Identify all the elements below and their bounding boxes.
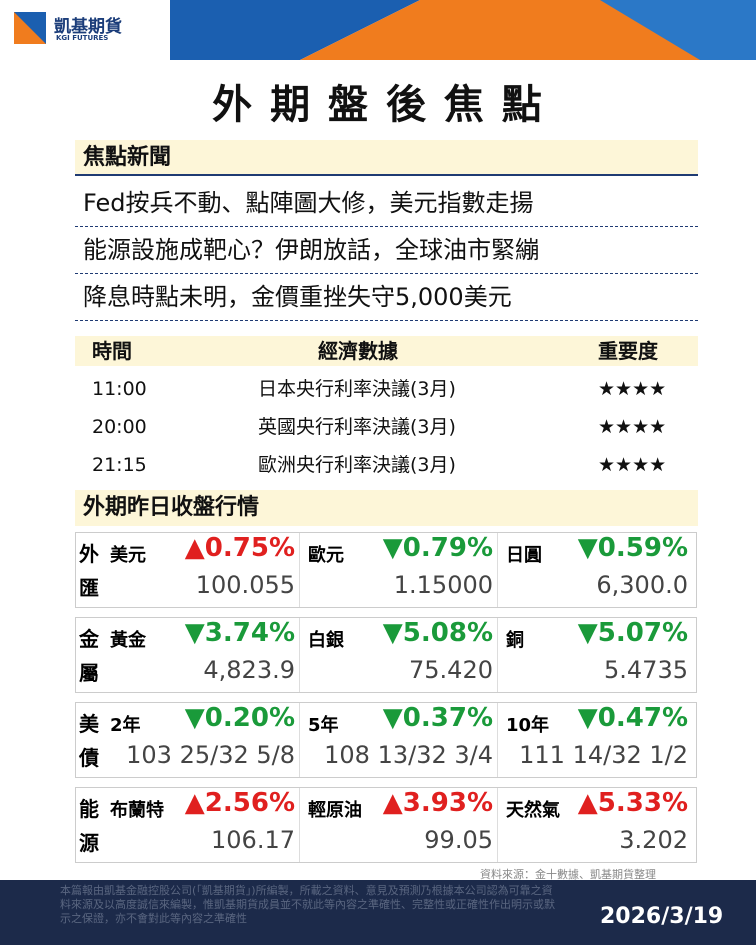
- item-name: 天然氣: [506, 800, 560, 821]
- calendar-column: 時間: [92, 339, 132, 363]
- item-name: 布蘭特: [110, 800, 164, 821]
- news-item: 能源設施成靶心？伊朗放話，全球油市緊繃: [75, 227, 698, 274]
- calendar-cell: 11:00: [92, 378, 147, 400]
- group-label: 外匯: [79, 542, 99, 600]
- item-name: 輕原油: [308, 800, 362, 821]
- group-label: 金屬: [79, 627, 99, 685]
- calendar-cell: 20:00: [92, 416, 147, 438]
- item-change: ▼0.79%: [382, 533, 493, 563]
- item-name: 美元: [110, 545, 146, 566]
- market-group: 能源 布蘭特 ▲2.56% 106.17 輕原油 ▲3.93% 99.05 天然氣 ▲5.33%…: [75, 787, 697, 863]
- item-change: ▲5.33%: [577, 788, 688, 818]
- news-item: Fed按兵不動、點陣圖大修，美元指數走揚: [75, 180, 698, 227]
- item-name: 銅: [506, 630, 524, 651]
- item-value: 5.4735: [604, 656, 688, 684]
- market-item: 5年 ▼0.37% 108 13/32 3/4: [300, 703, 498, 777]
- item-name: 日圓: [506, 545, 542, 566]
- item-change: ▼0.20%: [184, 703, 295, 733]
- item-change: ▼3.74%: [184, 618, 295, 648]
- calendar-header-bg: [75, 336, 698, 366]
- item-change: ▼0.47%: [577, 703, 688, 733]
- item-change: ▲2.56%: [184, 788, 295, 818]
- item-value: 1.15000: [393, 571, 493, 599]
- item-name: 5年: [308, 715, 339, 736]
- item-value: 6,300.0: [596, 571, 688, 599]
- item-change: ▼5.07%: [577, 618, 688, 648]
- calendar-cell: 21:15: [92, 454, 147, 476]
- item-name: 2年: [110, 715, 141, 736]
- item-value: 106.17: [211, 826, 295, 854]
- group-label: 美債: [79, 712, 99, 770]
- calendar-cell: 日本央行利率決議(3月): [258, 378, 456, 400]
- logo-sub: KGI FUTURES: [56, 34, 109, 42]
- market-group: 金屬 黃金 ▼3.74% 4,823.9 白銀 ▼5.08% 75.420 銅 ▼5.07% 5.…: [75, 617, 697, 693]
- item-name: 白銀: [308, 630, 344, 651]
- market-group: 外匯 美元 ▲0.75% 100.055 歐元 ▼0.79% 1.15000 日圓 ▼0.59%…: [75, 532, 697, 608]
- market-item: 銅 ▼5.07% 5.4735: [498, 618, 692, 692]
- calendar-cell: ★★★★: [598, 454, 667, 476]
- market-item: 歐元 ▼0.79% 1.15000: [300, 533, 498, 607]
- source: 資料來源：金十數據、凱基期貨整理: [480, 868, 656, 881]
- market-item: 日圓 ▼0.59% 6,300.0: [498, 533, 692, 607]
- item-change: ▲0.75%: [184, 533, 295, 563]
- footer-bg: [0, 880, 756, 945]
- item-change: ▼0.37%: [382, 703, 493, 733]
- item-change: ▼0.59%: [577, 533, 688, 563]
- market-heading: 外期昨日收盤行情: [75, 490, 698, 526]
- market-item: 10年 ▼0.47% 111 14/32 1/2: [498, 703, 692, 777]
- item-change: ▲3.93%: [382, 788, 493, 818]
- market-item: 布蘭特 ▲2.56% 106.17: [102, 788, 300, 862]
- market-item: 白銀 ▼5.08% 75.420: [300, 618, 498, 692]
- header-graphic: [0, 0, 756, 60]
- disclaimer: 本篇報由凱基金融控股公司(「凱基期貨」)所編製，所載之資料、意見及預測乃根據本公…: [60, 884, 555, 925]
- news-heading: 焦點新聞: [75, 140, 698, 176]
- item-value: 4,823.9: [203, 656, 295, 684]
- calendar-cell: 歐洲央行利率決議(3月): [258, 454, 456, 476]
- market-item: 美元 ▲0.75% 100.055: [102, 533, 300, 607]
- market-item: 2年 ▼0.20% 103 25/32 5/8: [102, 703, 300, 777]
- market-item: 天然氣 ▲5.33% 3.202: [498, 788, 692, 862]
- item-value: 108 13/32 3/4: [324, 741, 493, 769]
- calendar-column: 重要度: [598, 339, 658, 363]
- market-item: 黃金 ▼3.74% 4,823.9: [102, 618, 300, 692]
- news-item: 降息時點未明，金價重挫失守5,000美元: [75, 274, 698, 321]
- logo-name: 凱基期貨: [54, 17, 122, 37]
- item-value: 3.202: [619, 826, 688, 854]
- item-name: 黃金: [110, 630, 146, 651]
- item-change: ▼5.08%: [382, 618, 493, 648]
- market-group: 美債 2年 ▼0.20% 103 25/32 5/8 5年 ▼0.37% 108 13/32…: [75, 702, 697, 778]
- market-item: 輕原油 ▲3.93% 99.05: [300, 788, 498, 862]
- calendar-cell: ★★★★: [598, 416, 667, 438]
- item-name: 歐元: [308, 545, 344, 566]
- date: 2026/3/19: [600, 904, 724, 929]
- item-value: 99.05: [424, 826, 493, 854]
- item-name: 10年: [506, 715, 550, 736]
- item-value: 111 14/32 1/2: [519, 741, 688, 769]
- item-value: 103 25/32 5/8: [126, 741, 295, 769]
- group-label: 能源: [79, 797, 99, 855]
- title: 外 期 盤 後 焦 點: [212, 82, 544, 128]
- calendar-cell: ★★★★: [598, 378, 667, 400]
- calendar-cell: 英國央行利率決議(3月): [258, 416, 456, 438]
- calendar-column: 經濟數據: [318, 339, 398, 363]
- item-value: 75.420: [409, 656, 493, 684]
- item-value: 100.055: [195, 571, 295, 599]
